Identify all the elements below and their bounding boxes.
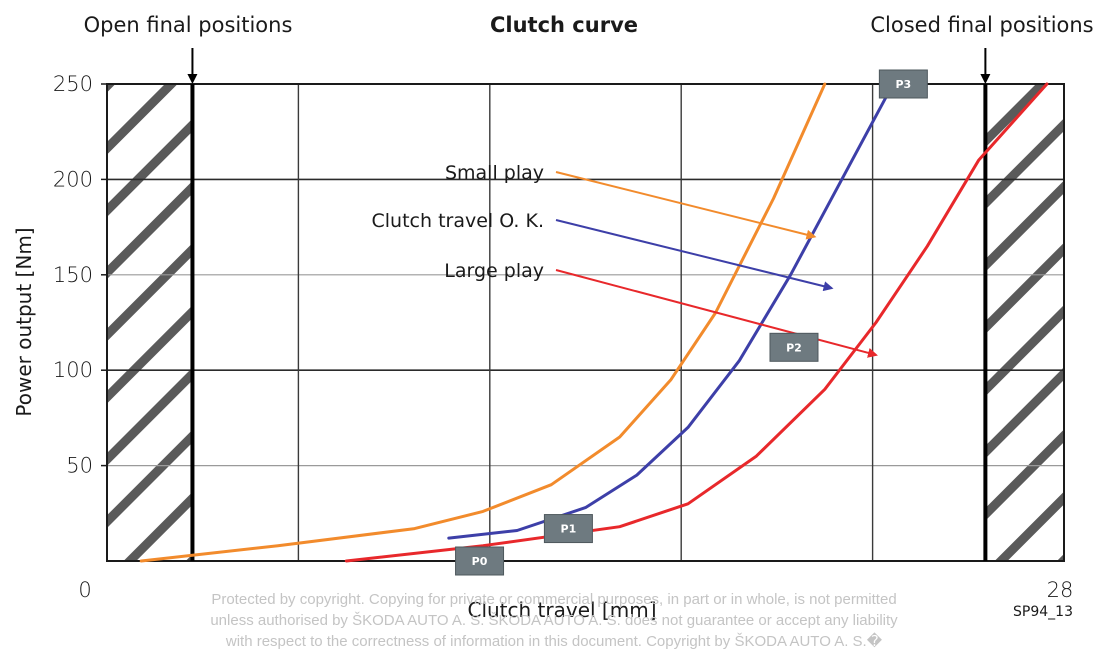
plot-frame [106, 83, 1065, 562]
point-label: P3 [896, 78, 912, 91]
x-axis-title: Clutch travel [mm] [467, 598, 656, 622]
annotation-label: Clutch travel O. K. [372, 210, 544, 232]
grid [106, 83, 1065, 562]
watermark-line: with respect to the correctness of infor… [225, 633, 883, 650]
annotation-label: Small play [445, 162, 544, 184]
series-line [139, 82, 827, 563]
watermark-line: unless authorised by ŠKODA AUTO A. S. ŠK… [210, 612, 898, 629]
open-final-positions-note: Open final positions [84, 13, 293, 37]
hatched-region [985, 84, 1064, 561]
x-tick-label: 0 [78, 578, 91, 602]
annotation-arrow [555, 219, 834, 292]
point-label: P1 [561, 523, 577, 536]
point-box [769, 332, 819, 362]
x-axis-ticks: 0 28 [78, 578, 1073, 602]
annotation-arrow [555, 269, 878, 358]
x-tick-label: 28 [1047, 578, 1074, 602]
point-box [455, 546, 505, 576]
y-tick-label: 100 [53, 358, 93, 382]
hatched-regions [107, 84, 1064, 561]
y-tick-label: 250 [53, 72, 93, 96]
y-axis-ticks: 50 100 150 200 250 [53, 72, 107, 478]
closed-final-positions-note: Closed final positions [870, 13, 1093, 37]
y-tick-label: 150 [53, 263, 93, 287]
y-tick-label: 200 [53, 167, 93, 191]
annotations: Small play Clutch travel O. K. Large play [372, 162, 878, 358]
copyright-watermark: Protected by copyright. Copying for priv… [0, 589, 1108, 652]
annotation-label: Large play [444, 260, 544, 282]
y-axis-title: Power output [Nm] [12, 227, 36, 416]
point-box [543, 514, 593, 544]
point-label: P2 [786, 341, 802, 354]
annotation-arrow [555, 171, 817, 240]
point-box [878, 69, 928, 99]
series-line [344, 82, 1049, 563]
y-tick-label: 50 [66, 454, 93, 478]
chart-title: Clutch curve [490, 13, 638, 37]
hatched-region [107, 84, 193, 561]
figure-reference: SP94_13 [1013, 604, 1073, 620]
point-labels: P0 P1 P2 P3 [455, 69, 928, 576]
watermark-line: Protected by copyright. Copying for priv… [211, 591, 897, 608]
point-label: P0 [472, 555, 488, 568]
final-position-markers [187, 48, 991, 561]
series-line [447, 82, 895, 540]
series [139, 82, 1049, 563]
